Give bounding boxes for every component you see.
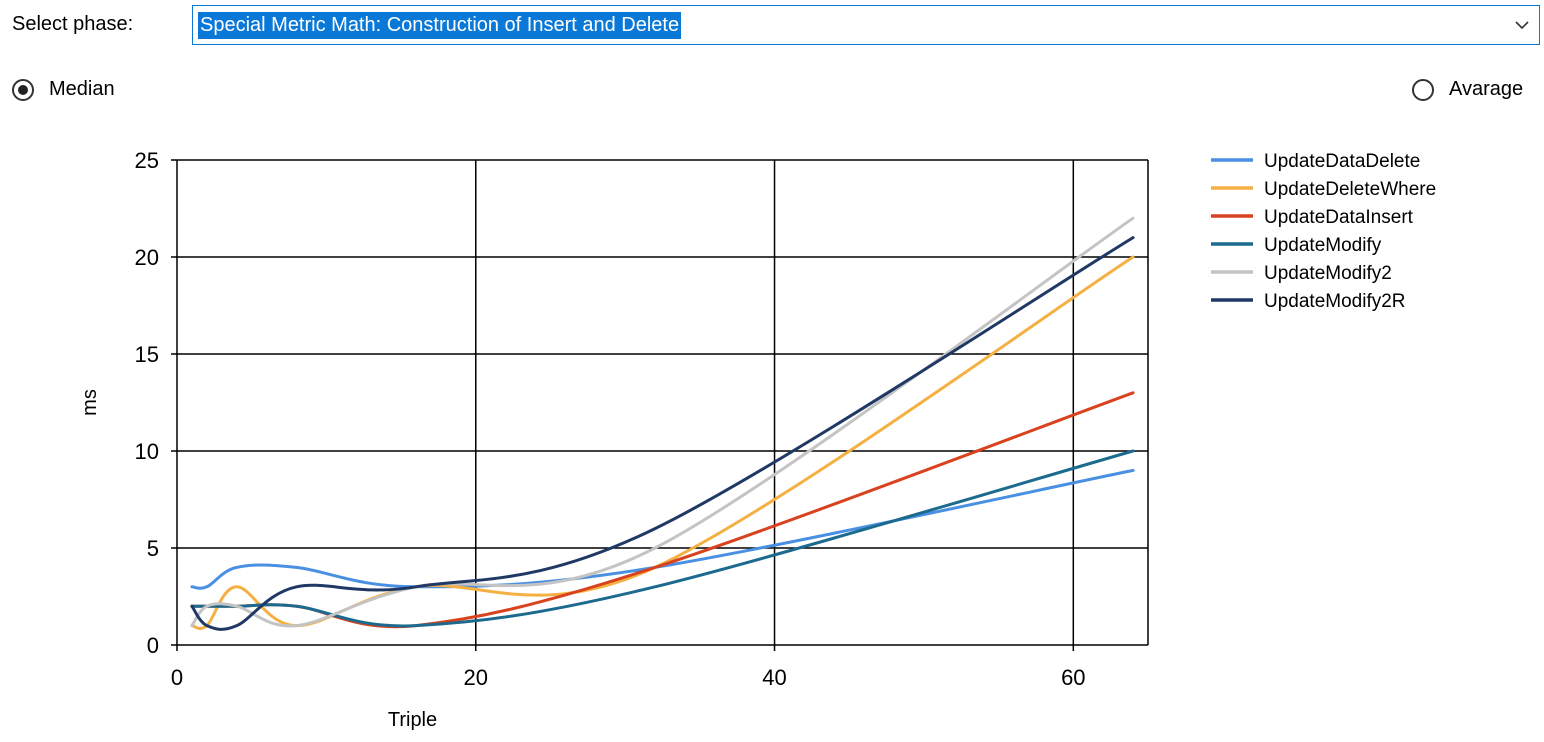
- series-line-UpdateDataDelete: [190, 468, 1135, 590]
- average-radio-circle[interactable]: [1412, 78, 1434, 101]
- median-radio-label: Median: [49, 78, 115, 100]
- average-radio-label: Avarage: [1449, 78, 1524, 100]
- x-axis-title: Triple: [388, 709, 437, 731]
- x-tick-label: 40: [762, 665, 786, 690]
- y-tick-label: 10: [135, 439, 159, 464]
- y-tick-label: 15: [135, 342, 159, 367]
- x-tick-label: 60: [1061, 665, 1085, 690]
- phase-dropdown[interactable]: Special Metric Math: Construction of Ins…: [192, 5, 1540, 45]
- y-tick-label: 25: [135, 148, 159, 173]
- y-tick-label: 5: [147, 536, 159, 561]
- average-radio[interactable]: Avarage: [1412, 78, 1523, 101]
- series-line-UpdateModify2R: [190, 236, 1135, 631]
- y-tick-label: 20: [135, 245, 159, 270]
- median-radio-dot: [18, 84, 28, 95]
- median-radio-circle[interactable]: [12, 78, 34, 101]
- chart-legend: UpdateDataDelete UpdateDeleteWhere UpdateD…: [1211, 151, 1436, 312]
- chart-axis-labels: 0 5 10 15 20 25 0 20 40 60 Triple ms: [79, 148, 1086, 731]
- legend-label: UpdateModify: [1264, 235, 1382, 256]
- legend-label: UpdateDataInsert: [1264, 207, 1414, 228]
- x-tick-label: 0: [171, 665, 183, 690]
- median-radio[interactable]: Median: [12, 78, 115, 101]
- chart-series: [190, 216, 1135, 631]
- series-line-UpdateModify: [190, 449, 1135, 628]
- legend-label: UpdateDeleteWhere: [1264, 179, 1436, 200]
- legend-label: UpdateDataDelete: [1264, 151, 1420, 172]
- x-tick-label: 20: [464, 665, 488, 690]
- select-phase-label: Select phase:: [12, 13, 134, 35]
- legend-label: UpdateModify2R: [1264, 291, 1406, 312]
- chevron-down-icon[interactable]: [1513, 16, 1531, 34]
- series-line-UpdateDeleteWhere: [190, 255, 1135, 630]
- legend-label: UpdateModify2: [1264, 263, 1392, 284]
- y-axis-title: ms: [79, 389, 101, 416]
- y-tick-label: 0: [147, 633, 159, 658]
- chart-grid: [171, 159, 1149, 651]
- phase-dropdown-value: Special Metric Math: Construction of Ins…: [198, 12, 682, 39]
- series-line-UpdateDataInsert: [190, 391, 1135, 629]
